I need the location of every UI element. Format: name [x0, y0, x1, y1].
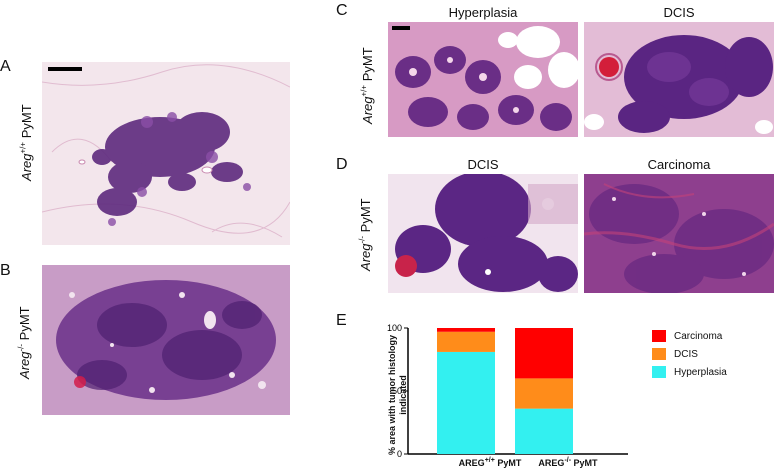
- stacked-bar-chart: 0 50 100: [387, 323, 628, 459]
- row-label-b-sup: -/-: [16, 343, 26, 352]
- micrograph-d-carcinoma: [584, 174, 774, 293]
- title-c-hyperplasia: Hyperplasia: [448, 5, 518, 20]
- row-label-b-gene: Areg: [16, 351, 32, 379]
- legend-swatch-hyperplasia: [652, 366, 666, 378]
- micrograph-c-dcis: [584, 22, 774, 137]
- y-tick-label-0: 0: [397, 449, 402, 459]
- row-label-d-gene: Areg: [357, 243, 373, 271]
- row-label-c-suffix: PyMT: [359, 47, 375, 85]
- bar-hyperplasia-1: [515, 408, 573, 454]
- row-label-a-sup: +/+: [18, 141, 28, 154]
- title-d-carcinoma: Carcinoma: [647, 157, 711, 172]
- row-label-a-gene: Areg: [18, 153, 34, 181]
- x-tick-1-sup: -/-: [564, 457, 572, 464]
- panel-letter-a: A: [0, 58, 11, 75]
- row-label-d: Areg-/- PyMT: [358, 198, 373, 271]
- title-c-dcis: DCIS: [663, 5, 695, 20]
- bar-carcinoma-0: [437, 328, 495, 332]
- scale-bar-c: [392, 26, 410, 30]
- x-tick-0-gene: AREG: [458, 458, 485, 468]
- row-label-b: Areg-/- PyMT: [17, 306, 32, 379]
- legend-swatch-dcis: [652, 348, 666, 360]
- micrograph-a: [42, 62, 290, 245]
- panel-letter-c: C: [336, 2, 348, 19]
- scale-bar-a: [48, 67, 82, 71]
- x-tick-label-0: AREG+/+ PyMT: [450, 457, 530, 468]
- title-d-dcis: DCIS: [467, 157, 499, 172]
- row-label-d-suffix: PyMT: [357, 198, 373, 236]
- panel-letter-b: B: [0, 262, 11, 279]
- y-tick-label-2: 100: [387, 323, 402, 333]
- y-axis-label: % area with tumor histology indicated: [387, 334, 408, 455]
- row-label-c-gene: Areg: [359, 96, 375, 124]
- bar-dcis-1: [515, 378, 573, 409]
- legend-label-carcinoma: Carcinoma: [674, 331, 723, 342]
- bar-hyperplasia-0: [437, 351, 495, 454]
- x-tick-1-suffix: PyMT: [571, 458, 598, 468]
- panel-letter-e: E: [336, 312, 347, 329]
- row-label-d-sup: -/-: [357, 235, 367, 244]
- row-label-a-suffix: PyMT: [18, 104, 34, 142]
- micrograph-d-dcis: [388, 174, 578, 293]
- row-label-c-sup: +/+: [359, 84, 369, 97]
- panel-letter-d: D: [336, 156, 348, 173]
- legend-label-dcis: DCIS: [674, 349, 698, 360]
- x-tick-0-sup: +/+: [484, 457, 495, 464]
- row-label-c: Areg+/+ PyMT: [360, 47, 375, 124]
- x-tick-label-1: AREG-/- PyMT: [528, 457, 608, 468]
- row-label-b-suffix: PyMT: [16, 306, 32, 344]
- y-tick-label-1: 50: [392, 386, 402, 396]
- legend-swatch-carcinoma: [652, 330, 666, 342]
- micrograph-c-hyperplasia: [388, 22, 578, 137]
- bar-dcis-0: [437, 331, 495, 352]
- legend-label-hyperplasia: Hyperplasia: [674, 367, 727, 378]
- bar-carcinoma-1: [515, 328, 573, 379]
- micrograph-b: [42, 265, 290, 415]
- row-label-a: Areg+/+ PyMT: [19, 104, 34, 181]
- x-tick-1-gene: AREG: [538, 458, 565, 468]
- x-tick-0-suffix: PyMT: [494, 458, 522, 468]
